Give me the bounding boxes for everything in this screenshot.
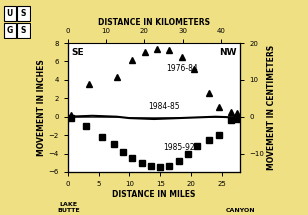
Text: 1976-84: 1976-84 <box>166 64 198 73</box>
Bar <box>18 6 30 21</box>
Y-axis label: MOVEMENT IN CENTIMETERS: MOVEMENT IN CENTIMETERS <box>267 45 276 170</box>
Text: U: U <box>6 9 13 18</box>
Bar <box>4 6 16 21</box>
Text: S: S <box>21 26 26 35</box>
Text: CANYON: CANYON <box>225 208 255 213</box>
Text: NW: NW <box>219 48 237 57</box>
Text: LAKE
BUTTE: LAKE BUTTE <box>57 202 80 213</box>
Bar <box>18 23 30 38</box>
Text: S: S <box>21 9 26 18</box>
Text: G: G <box>6 26 13 35</box>
Bar <box>4 23 16 38</box>
X-axis label: DISTANCE IN MILES: DISTANCE IN MILES <box>112 190 196 199</box>
Text: 1984-85: 1984-85 <box>148 102 180 111</box>
Y-axis label: MOVEMENT IN INCHES: MOVEMENT IN INCHES <box>37 59 46 156</box>
Text: 1985-92: 1985-92 <box>163 143 195 152</box>
Text: SE: SE <box>71 48 84 57</box>
X-axis label: DISTANCE IN KILOMETERS: DISTANCE IN KILOMETERS <box>98 18 210 27</box>
